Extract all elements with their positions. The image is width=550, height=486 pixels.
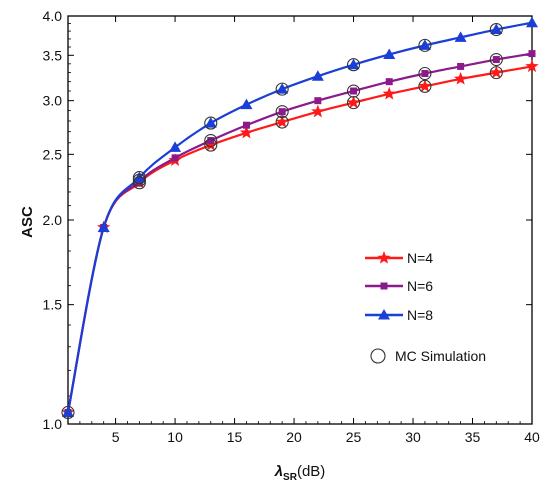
mc-simulation-point xyxy=(489,23,503,37)
data-point-n6 xyxy=(457,62,465,70)
legend-label: MC Simulation xyxy=(395,348,486,364)
data-point-n6 xyxy=(242,121,250,129)
data-point-n8 xyxy=(383,48,396,59)
y-tick-label: 2.0 xyxy=(43,212,63,228)
legend-label: N=6 xyxy=(407,278,433,294)
mc-simulation-point xyxy=(489,52,503,67)
data-point-n8 xyxy=(454,31,467,42)
mc-simulation-point xyxy=(418,79,432,93)
data-point-n4 xyxy=(204,138,218,151)
mc-simulation-point xyxy=(418,38,432,52)
data-point-n8 xyxy=(169,141,182,152)
data-point-n6 xyxy=(350,87,358,95)
data-point-n8 xyxy=(490,23,503,35)
data-point-n6 xyxy=(207,137,215,145)
x-tick-label: 35 xyxy=(465,429,481,445)
legend-label: N=8 xyxy=(407,307,433,323)
data-point-n4 xyxy=(453,71,468,85)
data-point-n6 xyxy=(278,108,286,116)
data-point-n8 xyxy=(240,98,253,110)
x-tick-label: 15 xyxy=(227,429,243,445)
data-point-n6 xyxy=(385,78,393,86)
mc-simulation-point xyxy=(418,66,432,81)
data-point-n8 xyxy=(526,16,538,28)
data-point-n4 xyxy=(346,95,361,109)
axes: 5 10 15 20 25 30 35 40 1.0 1.5 2.0 2.5 3.0 3.5 4.0 xyxy=(43,8,540,445)
mc-simulation-point xyxy=(275,115,289,129)
x-tick-label: 25 xyxy=(346,429,362,445)
x-axis-title: λSR(dB) xyxy=(274,463,326,483)
mc-simulation-point xyxy=(346,58,361,72)
x-axis-title-lambda: λ xyxy=(274,463,283,480)
data-point-n8 xyxy=(418,39,431,50)
x-tick-label: 10 xyxy=(167,429,183,445)
data-point-n8 xyxy=(204,117,217,128)
y-tick-label: 3.5 xyxy=(43,47,63,63)
y-tick-label: 3.0 xyxy=(43,93,63,109)
mc-simulation-point xyxy=(346,84,361,98)
data-point-n4 xyxy=(311,104,325,118)
mc-simulation-point xyxy=(204,133,218,148)
y-tick-label: 4.0 xyxy=(43,8,63,24)
data-point-n4 xyxy=(525,59,539,73)
legend-marker-mc-simulation xyxy=(370,348,386,364)
mc-simulation-point xyxy=(275,82,289,96)
data-point-n4 xyxy=(489,65,503,79)
data-point-n8 xyxy=(97,221,110,232)
y-tick-label: 1.5 xyxy=(43,297,63,313)
data-point-n8 xyxy=(276,83,289,94)
data-point-n4 xyxy=(239,125,254,139)
legend-marker-n8 xyxy=(378,309,390,320)
x-axis-title-unit: (dB) xyxy=(297,463,325,480)
mc-simulation-point xyxy=(204,116,218,130)
data-point-n4 xyxy=(275,115,289,128)
y-tick-label: 2.5 xyxy=(43,146,63,162)
data-point-n4 xyxy=(382,86,396,100)
mc-simulation-point xyxy=(275,105,289,119)
mc-simulation-point xyxy=(204,138,218,152)
data-point-n8 xyxy=(62,406,74,417)
legend-marker-n6 xyxy=(380,282,388,290)
mc-simulation-point xyxy=(489,66,503,80)
y-tick-label: 1.0 xyxy=(43,416,63,432)
legend-marker-n4 xyxy=(377,251,391,264)
data-point-n6 xyxy=(171,154,179,162)
x-tick-label: 20 xyxy=(286,429,302,445)
legend: N=4 N=6 N=8 MC Simulation xyxy=(365,250,486,364)
mc-simulation-point xyxy=(61,405,75,420)
x-axis-title-subscript: SR xyxy=(283,472,298,483)
x-tick-label: 5 xyxy=(112,429,120,445)
data-point-n4 xyxy=(418,79,432,92)
legend-label: N=4 xyxy=(407,250,433,266)
data-point-n6 xyxy=(314,97,322,105)
x-tick-label: 30 xyxy=(405,429,421,445)
data-point-n6 xyxy=(492,56,500,64)
data-point-n8 xyxy=(347,58,360,70)
data-point-n8 xyxy=(311,70,324,81)
data-point-n6 xyxy=(528,50,536,58)
x-tick-label: 40 xyxy=(524,429,540,445)
plot-area xyxy=(61,16,539,420)
y-axis-title: ASC xyxy=(19,206,36,238)
data-point-n6 xyxy=(421,70,429,78)
mc-simulation-point xyxy=(132,171,146,185)
